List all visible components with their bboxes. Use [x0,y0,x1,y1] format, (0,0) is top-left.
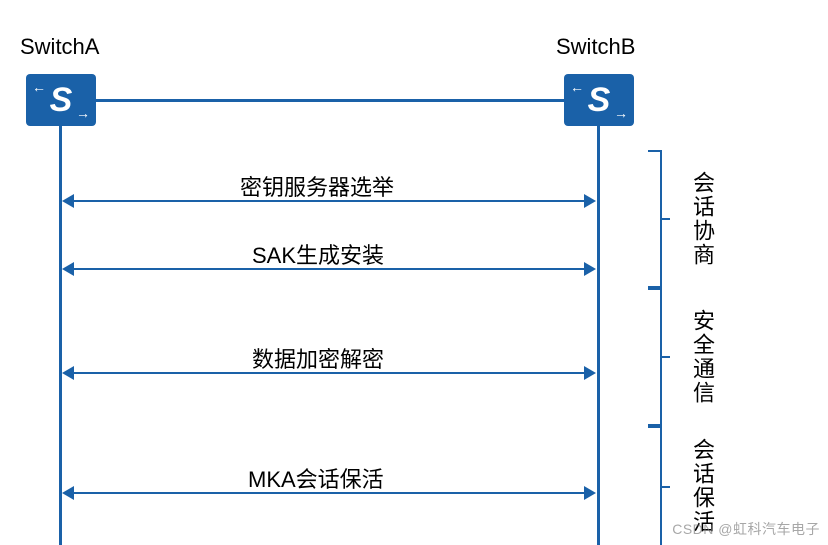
msg-1-label: 密钥服务器选举 [240,170,394,202]
msg-3-label: 数据加密解密 [252,342,384,374]
msg-4-label: MKA会话保活 [248,462,384,494]
msg-2-label: SAK生成安装 [252,238,384,270]
lifeline-a [59,126,62,545]
top-connector [96,99,564,102]
sequence-diagram: SwitchA SwitchB ← S → ← S → 密钥服务器选举 SAK生… [0,0,828,545]
phase-1-label: 会话协商 [686,150,718,288]
watermark: CSDN @虹科汽车电子 [672,519,820,539]
switch-a-icon: ← S → [26,74,96,126]
switch-glyph: S [50,81,73,120]
switch-a-label: SwitchA [20,34,99,60]
switch-b-icon: ← S → [564,74,634,126]
phase-1-bracket [648,150,662,288]
phase-3-bracket [648,426,662,545]
lifeline-b [597,126,600,545]
phase-2-label: 安全通信 [686,288,718,426]
switch-b-label: SwitchB [556,34,635,60]
phase-2-bracket [648,288,662,426]
switch-glyph: S [588,81,611,120]
